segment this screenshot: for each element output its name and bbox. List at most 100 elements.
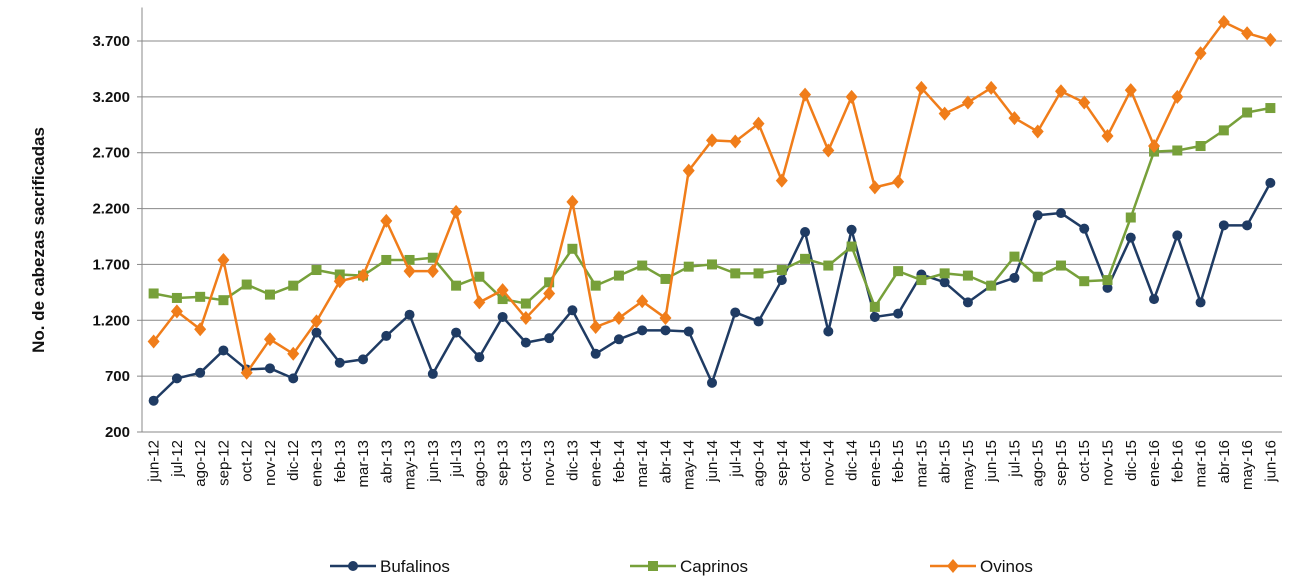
point [544, 277, 555, 288]
point [1102, 282, 1113, 293]
point [775, 173, 788, 188]
point [1195, 297, 1206, 308]
point [263, 332, 276, 347]
point [637, 260, 648, 271]
point [1265, 177, 1276, 188]
point [1217, 15, 1230, 30]
x-tick-label: jun-15 [983, 440, 1000, 483]
x-tick-label: feb-15 [890, 440, 907, 483]
point [893, 266, 904, 277]
x-tick-label: ene-15 [867, 440, 884, 487]
y-tick-label: 2.700 [92, 145, 130, 162]
point [961, 95, 974, 110]
x-tick-label: ago-15 [1030, 440, 1047, 487]
point [613, 334, 624, 345]
point [939, 268, 950, 279]
point [846, 224, 857, 235]
point [334, 357, 345, 368]
point [427, 368, 438, 379]
y-tick-label: 1.700 [92, 256, 130, 273]
point [1172, 230, 1183, 241]
point [729, 134, 742, 149]
point [893, 308, 904, 319]
point [427, 252, 438, 263]
y-tick-label: 200 [105, 424, 130, 441]
point [567, 305, 578, 316]
point [403, 264, 416, 279]
point [753, 316, 764, 327]
x-tick-label: jul-14 [727, 440, 744, 478]
point [381, 254, 392, 265]
point [474, 352, 485, 363]
point [1241, 26, 1254, 41]
point [636, 294, 649, 309]
point [683, 261, 694, 272]
x-tick-label: mar-13 [355, 440, 372, 488]
point [707, 259, 717, 270]
point [590, 348, 601, 359]
x-tick-label: jun-12 [146, 440, 163, 483]
point [241, 279, 252, 290]
point [451, 280, 462, 291]
point [380, 213, 393, 228]
point [288, 280, 299, 291]
point [544, 333, 555, 344]
x-tick-label: ene-13 [308, 440, 325, 487]
point [706, 133, 718, 148]
point [333, 274, 346, 289]
x-tick-label: ene-14 [588, 440, 605, 487]
point [218, 295, 229, 306]
point [1265, 103, 1276, 114]
x-tick-label: jul-12 [169, 440, 186, 478]
x-tick-label: nov-14 [820, 440, 837, 486]
point [1124, 83, 1137, 98]
point [171, 373, 182, 384]
point [1125, 232, 1136, 243]
x-tick-label: mar-14 [634, 440, 651, 488]
point [1148, 139, 1161, 154]
x-tick-label: ago-12 [192, 440, 209, 487]
point [986, 280, 997, 291]
point [287, 346, 300, 361]
x-tick-label: mar-16 [1193, 440, 1210, 488]
point [473, 295, 486, 310]
point [566, 194, 579, 209]
point [776, 265, 787, 276]
x-tick-label: jun-14 [704, 440, 721, 483]
x-tick-label: mar-15 [913, 440, 930, 488]
x-tick-label: ene-16 [1146, 440, 1163, 487]
x-tick-label: oct-12 [239, 440, 256, 482]
x-tick-label: feb-16 [1169, 440, 1186, 483]
x-tick-label: may-14 [681, 440, 698, 490]
y-tick-label: 2.200 [92, 201, 130, 218]
x-tick-label: oct-15 [1076, 440, 1093, 482]
point [916, 275, 927, 286]
point [799, 87, 812, 102]
point [823, 326, 834, 337]
x-tick-label: dic-15 [1123, 440, 1140, 481]
point [218, 345, 229, 356]
x-tick-label: may-16 [1239, 440, 1256, 490]
point [348, 561, 358, 571]
point [520, 337, 531, 348]
point [240, 365, 253, 380]
point [915, 80, 928, 95]
point [962, 297, 973, 308]
point [637, 325, 648, 336]
point [682, 163, 695, 178]
point [869, 311, 880, 322]
y-tick-label: 1.200 [92, 312, 130, 329]
point [1054, 84, 1067, 99]
x-tick-label: jun-16 [1262, 440, 1279, 483]
y-axis-label: No. de cabezas sacrificadas [29, 127, 48, 353]
point [962, 270, 973, 281]
point [1171, 89, 1184, 104]
point [311, 327, 322, 338]
point [985, 80, 998, 95]
x-tick-label: abr-14 [657, 440, 674, 483]
point [1195, 141, 1206, 152]
point [660, 273, 671, 284]
point [1242, 107, 1253, 118]
point [1009, 251, 1020, 262]
